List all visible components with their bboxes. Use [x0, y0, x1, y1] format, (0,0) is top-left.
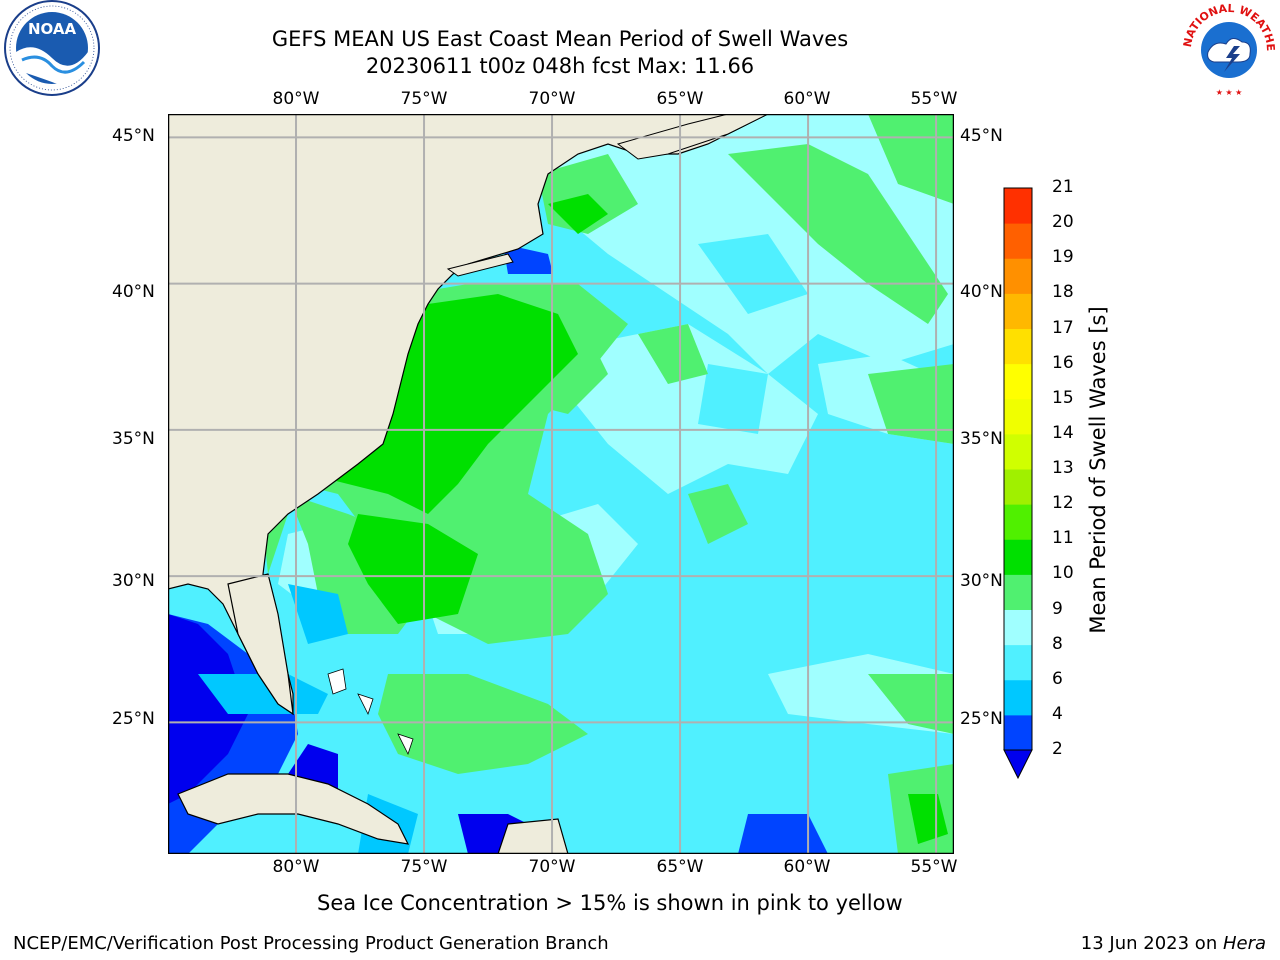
colorbar-segment — [1004, 539, 1032, 575]
colorbar-segment — [1004, 609, 1032, 646]
land-hispaniola — [497, 818, 569, 854]
lon-label-top: 65°W — [656, 89, 704, 109]
colorbar-label: Mean Period of Swell Waves [s] — [1086, 306, 1110, 634]
colorbar-segment — [1004, 293, 1032, 329]
lon-label-top: 75°W — [400, 89, 448, 109]
colorbar-segment — [1004, 398, 1032, 435]
land-florida — [227, 573, 294, 716]
chart-subtitle: 20230611 t00z 048h fcst Max: 11.66 — [365, 54, 755, 78]
colorbar-segment — [1004, 258, 1032, 294]
colorbar-segment — [1004, 504, 1032, 540]
colorbar-under-arrow — [1003, 749, 1033, 780]
lat-label-left: 45°N — [112, 126, 155, 146]
land-long-island — [446, 253, 514, 277]
footer-left: NCEP/EMC/Verification Post Processing Pr… — [13, 933, 609, 954]
footer-date: 13 Jun 2023 on — [1080, 933, 1223, 954]
colorbar-tick-label: 19 — [1052, 247, 1074, 268]
colorbar-tick-label: 18 — [1052, 282, 1074, 303]
colorbar-tick-label: 9 — [1052, 598, 1063, 619]
land-bahamas — [327, 668, 414, 756]
lon-label-bottom: 55°W — [910, 857, 958, 877]
lat-label-left: 40°N — [112, 282, 155, 302]
lon-label-top: 70°W — [528, 89, 576, 109]
sea-ice-caption: Sea Ice Concentration > 15% is shown in … — [317, 891, 903, 915]
colorbar-tick-label: 20 — [1052, 212, 1074, 233]
swell-period-map — [168, 114, 954, 854]
colorbar-tick-label: 6 — [1052, 668, 1063, 689]
lon-label-bottom: 60°W — [783, 857, 831, 877]
lat-label-left: 30°N — [112, 571, 155, 591]
lon-label-bottom: 70°W — [528, 857, 576, 877]
svg-text:★ ★ ★: ★ ★ ★ — [1216, 88, 1243, 97]
colorbar-segment — [1004, 714, 1032, 751]
map-graticule — [168, 114, 954, 854]
colorbar — [1003, 187, 1033, 780]
colorbar-tick-label: 17 — [1052, 317, 1074, 338]
noaa-logo-text: NOAA — [28, 20, 77, 38]
colorbar-tick-label: 16 — [1052, 352, 1074, 373]
nws-logo: NATIONAL WEATHER SERVICE ★ ★ ★ — [1178, 0, 1277, 97]
lon-label-top: 60°W — [783, 89, 831, 109]
colorbar-tick-label: 4 — [1052, 703, 1063, 724]
lon-label-bottom: 80°W — [272, 857, 320, 877]
colorbar-tick-label: 2 — [1052, 739, 1063, 759]
chart-title: GEFS MEAN US East Coast Mean Period of S… — [271, 27, 849, 51]
colorbar-tick-label: 8 — [1052, 633, 1063, 654]
lat-label-right: 30°N — [960, 571, 1003, 591]
colorbar-tick-label: 11 — [1052, 528, 1074, 549]
lon-label-bottom: 65°W — [656, 857, 704, 877]
lat-label-right: 35°N — [960, 429, 1003, 449]
colorbar-segment — [1004, 328, 1032, 365]
colorbar-segment — [1004, 574, 1032, 610]
land-cuba — [177, 773, 410, 845]
colorbar-tick-label: 13 — [1052, 458, 1074, 478]
colorbar-segment — [1004, 644, 1032, 681]
colorbar-tick-label: 12 — [1052, 493, 1074, 514]
colorbar-tick-label: 15 — [1052, 387, 1074, 408]
lat-label-right: 25°N — [960, 709, 1003, 729]
lat-label-left: 25°N — [112, 709, 155, 729]
footer-host: Hera — [1222, 933, 1266, 954]
lon-label-top: 80°W — [272, 89, 320, 109]
colorbar-frame — [1003, 187, 1033, 751]
colorbar-tick-label: 14 — [1052, 422, 1074, 443]
lon-label-bottom: 75°W — [400, 857, 448, 877]
colorbar-segment — [1004, 188, 1032, 224]
colorbar-segment — [1004, 679, 1032, 716]
colorbar-segment — [1004, 433, 1032, 470]
map-frame — [168, 114, 954, 854]
colorbar-tick-label: 21 — [1052, 177, 1074, 197]
lat-label-left: 35°N — [112, 429, 155, 449]
colorbar-segment — [1004, 363, 1032, 400]
footer-right: 13 Jun 2023 on Hera — [1081, 933, 1266, 954]
colorbar-segment — [1004, 223, 1032, 259]
noaa-logo: NOAA — [4, 0, 100, 96]
colorbar-ticks: 2 4 6 8 9 10 11 12 13 14 15 16 17 18 19 20 21 — [1052, 0, 1092, 960]
lon-label-top: 55°W — [910, 89, 958, 109]
lat-label-right: 45°N — [960, 126, 1003, 146]
colorbar-tick-label: 10 — [1052, 563, 1074, 584]
lat-label-right: 40°N — [960, 282, 1003, 302]
colorbar-segment — [1004, 469, 1032, 505]
